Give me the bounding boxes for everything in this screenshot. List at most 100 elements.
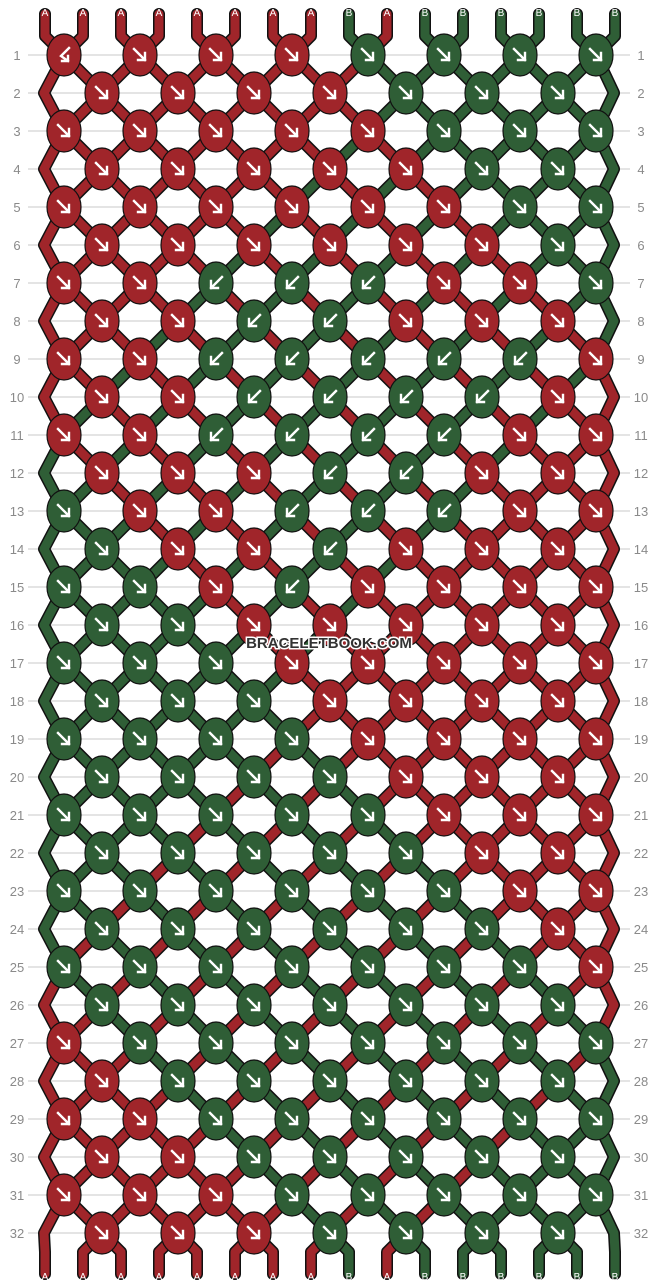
knot	[122, 109, 158, 153]
knot	[350, 1097, 386, 1141]
knot	[122, 33, 158, 77]
knot	[426, 489, 462, 533]
knot	[236, 983, 272, 1027]
arrow-down-right-icon	[436, 1187, 451, 1202]
arrow-down-left-icon	[285, 351, 300, 366]
arrow-down-right-icon	[436, 883, 451, 898]
arrow-down-right-icon	[474, 85, 489, 100]
arrow-down-right-icon	[132, 655, 147, 670]
row-number-right: 5	[637, 200, 644, 215]
knot	[312, 527, 348, 571]
knot	[46, 489, 82, 533]
arrow-down-right-icon	[246, 237, 261, 252]
arrow-down-right-icon	[474, 997, 489, 1012]
arrow-down-right-icon	[588, 275, 603, 290]
knot	[84, 679, 120, 723]
arrow-down-left-icon	[209, 275, 224, 290]
knot	[350, 869, 386, 913]
knot	[198, 1097, 234, 1141]
row-number-left: 11	[10, 428, 24, 443]
arrow-down-right-icon	[550, 997, 565, 1012]
arrow-down-right-icon	[588, 807, 603, 822]
string-label-bottom: A	[384, 1272, 391, 1283]
knot	[540, 71, 576, 115]
arrow-down-right-icon	[208, 1187, 223, 1202]
arrow-down-left-icon	[399, 465, 414, 480]
arrow-down-right-icon	[94, 921, 109, 936]
knot	[578, 793, 614, 837]
knot	[46, 337, 82, 381]
knot	[426, 641, 462, 685]
knot	[578, 489, 614, 533]
arrow-down-right-icon	[512, 199, 527, 214]
knot	[46, 641, 82, 685]
row-number-right: 21	[634, 808, 648, 823]
arrow-down-right-icon	[94, 85, 109, 100]
knot	[46, 1097, 82, 1141]
string-label-top: A	[308, 8, 315, 19]
arrow-down-right-icon	[246, 541, 261, 556]
string-label-top: A	[232, 8, 239, 19]
knot	[160, 983, 196, 1027]
knot	[198, 717, 234, 761]
arrow-down-right-icon	[208, 199, 223, 214]
row-number-left: 24	[10, 922, 24, 937]
arrow-down-right-icon	[132, 199, 147, 214]
arrow-down-right-icon	[550, 921, 565, 936]
knot	[578, 1097, 614, 1141]
string-label-top: B	[574, 8, 581, 19]
arrow-down-right-icon	[170, 541, 185, 556]
string-label-bottom: B	[612, 1272, 619, 1283]
knot	[388, 527, 424, 571]
knot	[198, 109, 234, 153]
knot	[312, 223, 348, 267]
arrow-down-right-icon	[588, 655, 603, 670]
knot	[198, 641, 234, 685]
arrow-down-right-icon	[398, 997, 413, 1012]
knot	[578, 413, 614, 457]
arrow-down-right-icon	[436, 1035, 451, 1050]
arrow-down-right-icon	[284, 883, 299, 898]
knot	[464, 831, 500, 875]
arrow-down-right-icon	[208, 883, 223, 898]
arrow-down-right-icon	[512, 579, 527, 594]
arrow-down-left-icon	[247, 389, 262, 404]
arrow-down-right-icon	[550, 769, 565, 784]
arrow-down-right-icon	[436, 959, 451, 974]
arrow-down-right-icon	[56, 123, 71, 138]
row-number-right: 23	[634, 884, 648, 899]
arrow-down-right-icon	[56, 1187, 71, 1202]
row-number-left: 16	[10, 618, 24, 633]
row-number-right: 9	[637, 352, 644, 367]
arrow-down-right-icon	[512, 123, 527, 138]
arrow-down-right-icon	[474, 1073, 489, 1088]
arrow-down-right-icon	[132, 579, 147, 594]
row-number-right: 4	[637, 162, 644, 177]
knot	[84, 451, 120, 495]
arrow-down-right-icon	[284, 731, 299, 746]
arrow-down-right-icon	[132, 731, 147, 746]
row-number-right: 11	[634, 428, 648, 443]
arrow-down-right-icon	[56, 731, 71, 746]
arrow-down-right-icon	[208, 1111, 223, 1126]
row-number-left: 10	[10, 390, 24, 405]
arrow-down-right-icon	[284, 47, 299, 62]
knot	[84, 755, 120, 799]
knot	[578, 945, 614, 989]
knot	[84, 527, 120, 571]
row-number-left: 22	[10, 846, 24, 861]
row-number-left: 13	[10, 504, 24, 519]
knot	[122, 1097, 158, 1141]
arrow-down-right-icon	[132, 1187, 147, 1202]
row-number-right: 31	[634, 1188, 648, 1203]
arrow-down-right-icon	[284, 807, 299, 822]
knot	[46, 793, 82, 837]
knot	[160, 223, 196, 267]
knot	[388, 223, 424, 267]
arrow-down-right-icon	[436, 579, 451, 594]
row-number-left: 28	[10, 1074, 24, 1089]
arrow-down-right-icon	[322, 1225, 337, 1240]
arrow-down-right-icon	[474, 617, 489, 632]
knot	[502, 489, 538, 533]
knot-body	[46, 33, 82, 77]
